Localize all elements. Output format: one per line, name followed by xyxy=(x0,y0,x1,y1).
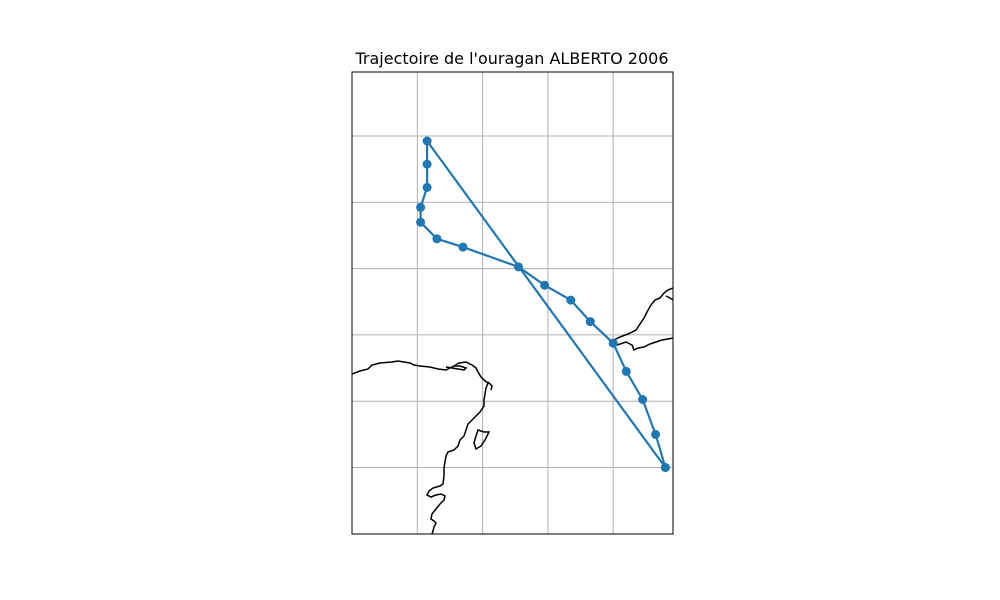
map-frame xyxy=(351,71,674,535)
track-points xyxy=(416,136,670,472)
track-line xyxy=(419,139,667,469)
track-point xyxy=(422,159,432,169)
track-point xyxy=(416,217,426,227)
track-point xyxy=(432,234,442,244)
track-point xyxy=(514,262,523,272)
coastline-cuba xyxy=(608,287,673,352)
track-point xyxy=(540,280,550,290)
coastline-cuba-north xyxy=(665,295,673,301)
coastline-laguna xyxy=(445,365,468,371)
track-point xyxy=(621,366,631,376)
map-plot-area xyxy=(352,72,673,534)
track-point xyxy=(458,242,468,252)
track-point xyxy=(651,429,661,439)
map-gridlines xyxy=(352,72,673,534)
track-point xyxy=(660,463,670,472)
track-point xyxy=(422,182,432,192)
track-point xyxy=(638,395,648,404)
track-point xyxy=(608,338,618,348)
map-title: Trajectoire de l'ouragan ALBERTO 2006 xyxy=(354,49,668,68)
coastline-belize-cays xyxy=(487,381,493,391)
track-point xyxy=(422,136,432,146)
track-point xyxy=(566,295,576,305)
coastline-cozumel xyxy=(473,429,491,451)
coastline-yucatan xyxy=(352,360,489,534)
track-point xyxy=(585,317,595,327)
track-point xyxy=(416,202,426,212)
hurricane-track xyxy=(416,136,670,472)
